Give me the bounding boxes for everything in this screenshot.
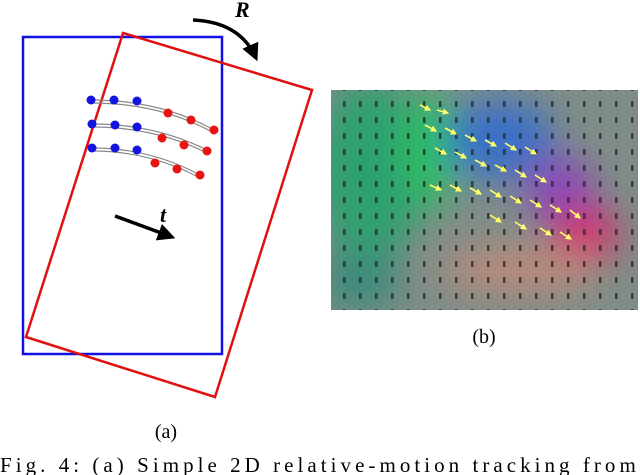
panel-b: (b) bbox=[331, 90, 638, 348]
decoration bbox=[474, 159, 488, 167]
decoration bbox=[509, 195, 523, 204]
point bbox=[132, 122, 142, 132]
track bbox=[90, 102, 215, 134]
track bbox=[91, 147, 201, 176]
decoration bbox=[444, 127, 458, 135]
caption: Fig. 4: (a) Simple 2D relative-motion tr… bbox=[0, 453, 640, 475]
reference-frame bbox=[21, 35, 224, 356]
red-points bbox=[150, 108, 219, 180]
point bbox=[186, 115, 196, 125]
translation-label: t bbox=[160, 202, 167, 227]
point bbox=[172, 164, 182, 174]
decoration bbox=[484, 139, 498, 147]
rotation-label: R bbox=[234, 0, 250, 22]
decoration bbox=[504, 142, 518, 151]
decoration bbox=[529, 199, 543, 208]
point bbox=[179, 140, 189, 150]
point bbox=[110, 143, 120, 153]
decoration bbox=[549, 204, 563, 213]
decoration bbox=[424, 124, 438, 132]
decoration bbox=[419, 104, 432, 111]
decoration bbox=[514, 169, 528, 178]
rotation-arrow bbox=[192, 18, 259, 62]
flow-image bbox=[331, 90, 638, 310]
decoration bbox=[489, 189, 503, 198]
track bbox=[90, 99, 215, 131]
point bbox=[150, 158, 160, 168]
decoration bbox=[469, 187, 483, 195]
point bbox=[110, 120, 120, 130]
feature-grid bbox=[331, 90, 638, 310]
decoration bbox=[534, 174, 548, 183]
decoration bbox=[539, 227, 553, 236]
panel-a: R t (a) bbox=[21, 0, 314, 443]
point bbox=[163, 108, 173, 118]
decoration bbox=[464, 134, 478, 142]
decoration bbox=[449, 184, 463, 192]
flow-arrows bbox=[419, 104, 581, 240]
point bbox=[132, 145, 142, 155]
moved-frame bbox=[24, 31, 314, 399]
decoration bbox=[569, 209, 581, 219]
point bbox=[132, 96, 142, 106]
decoration bbox=[489, 214, 503, 223]
decoration bbox=[436, 108, 450, 115]
decoration bbox=[494, 164, 508, 172]
blue-points bbox=[86, 95, 142, 155]
decoration bbox=[429, 184, 443, 191]
point bbox=[195, 170, 205, 180]
point bbox=[87, 143, 97, 153]
point bbox=[209, 125, 219, 135]
decoration bbox=[454, 151, 468, 159]
translation-arrow bbox=[114, 214, 176, 241]
decoration bbox=[524, 146, 538, 155]
point bbox=[157, 133, 167, 143]
panel-label: (b) bbox=[472, 326, 495, 348]
decoration bbox=[559, 231, 573, 240]
point bbox=[202, 146, 212, 156]
point bbox=[87, 119, 97, 129]
track bbox=[91, 126, 208, 154]
point bbox=[86, 95, 96, 105]
tracks bbox=[90, 99, 215, 179]
decoration bbox=[434, 147, 448, 155]
decoration bbox=[514, 221, 528, 230]
panel-label: (a) bbox=[155, 421, 177, 443]
point bbox=[109, 95, 119, 105]
track bbox=[91, 123, 208, 151]
track bbox=[91, 150, 201, 179]
